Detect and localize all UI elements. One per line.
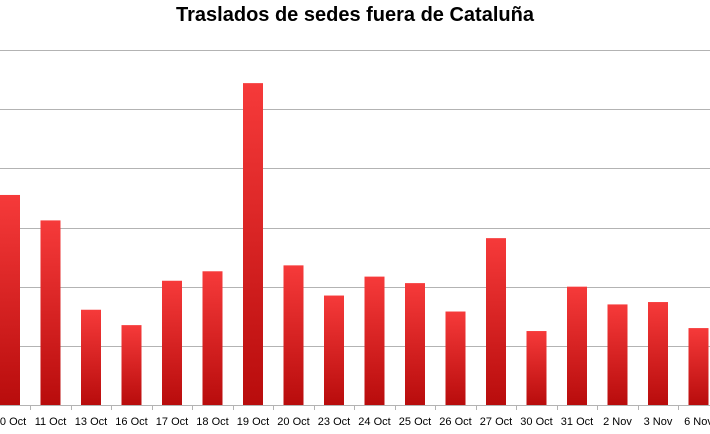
bar (81, 309, 101, 405)
x-tick-label: 11 Oct (35, 416, 67, 428)
bar (405, 283, 425, 405)
x-tick-label: 13 Oct (75, 416, 107, 428)
bar (202, 271, 223, 405)
bar (567, 286, 587, 405)
bar (162, 280, 182, 405)
bars (0, 83, 709, 405)
x-tick-label: 3 Nov (644, 416, 673, 428)
x-tick-label: 27 Oct (480, 416, 512, 428)
x-axis (0, 405, 710, 410)
bar (121, 325, 142, 405)
x-tick-label: 2 Nov (603, 416, 632, 428)
x-tick-label: 18 Oct (196, 416, 228, 428)
bar (648, 302, 668, 405)
bar (243, 83, 263, 405)
gridlines (0, 50, 710, 347)
x-tick-label: 10 Oct (0, 416, 26, 428)
x-tick-label: 16 Oct (115, 416, 147, 428)
bar (486, 238, 506, 405)
bar (40, 220, 61, 405)
x-tick-label: 31 Oct (561, 416, 593, 428)
bar (324, 295, 344, 405)
x-tick-label: 24 Oct (358, 416, 390, 428)
bar (607, 304, 628, 405)
x-tick-label: 17 Oct (156, 416, 188, 428)
x-tick-label: 30 Oct (520, 416, 552, 428)
bar (283, 265, 304, 405)
bar (526, 331, 547, 405)
x-tick-label: 19 Oct (237, 416, 269, 428)
bar (445, 311, 466, 405)
x-tick-labels: 10 Oct 11 Oct 13 Oct 16 Oct 17 Oct 18 Oct 19 O… (0, 416, 710, 428)
bar (364, 276, 385, 405)
chart-title: Traslados de sedes fuera de Cataluña (176, 4, 534, 26)
x-tick-label: 23 Oct (318, 416, 350, 428)
x-tick-label: 6 Nov (684, 416, 710, 428)
x-tick-label: 26 Oct (439, 416, 471, 428)
x-tick-label: 20 Oct (277, 416, 309, 428)
bar (0, 194, 20, 405)
x-tick-label: 25 Oct (399, 416, 431, 428)
bar (688, 328, 709, 405)
